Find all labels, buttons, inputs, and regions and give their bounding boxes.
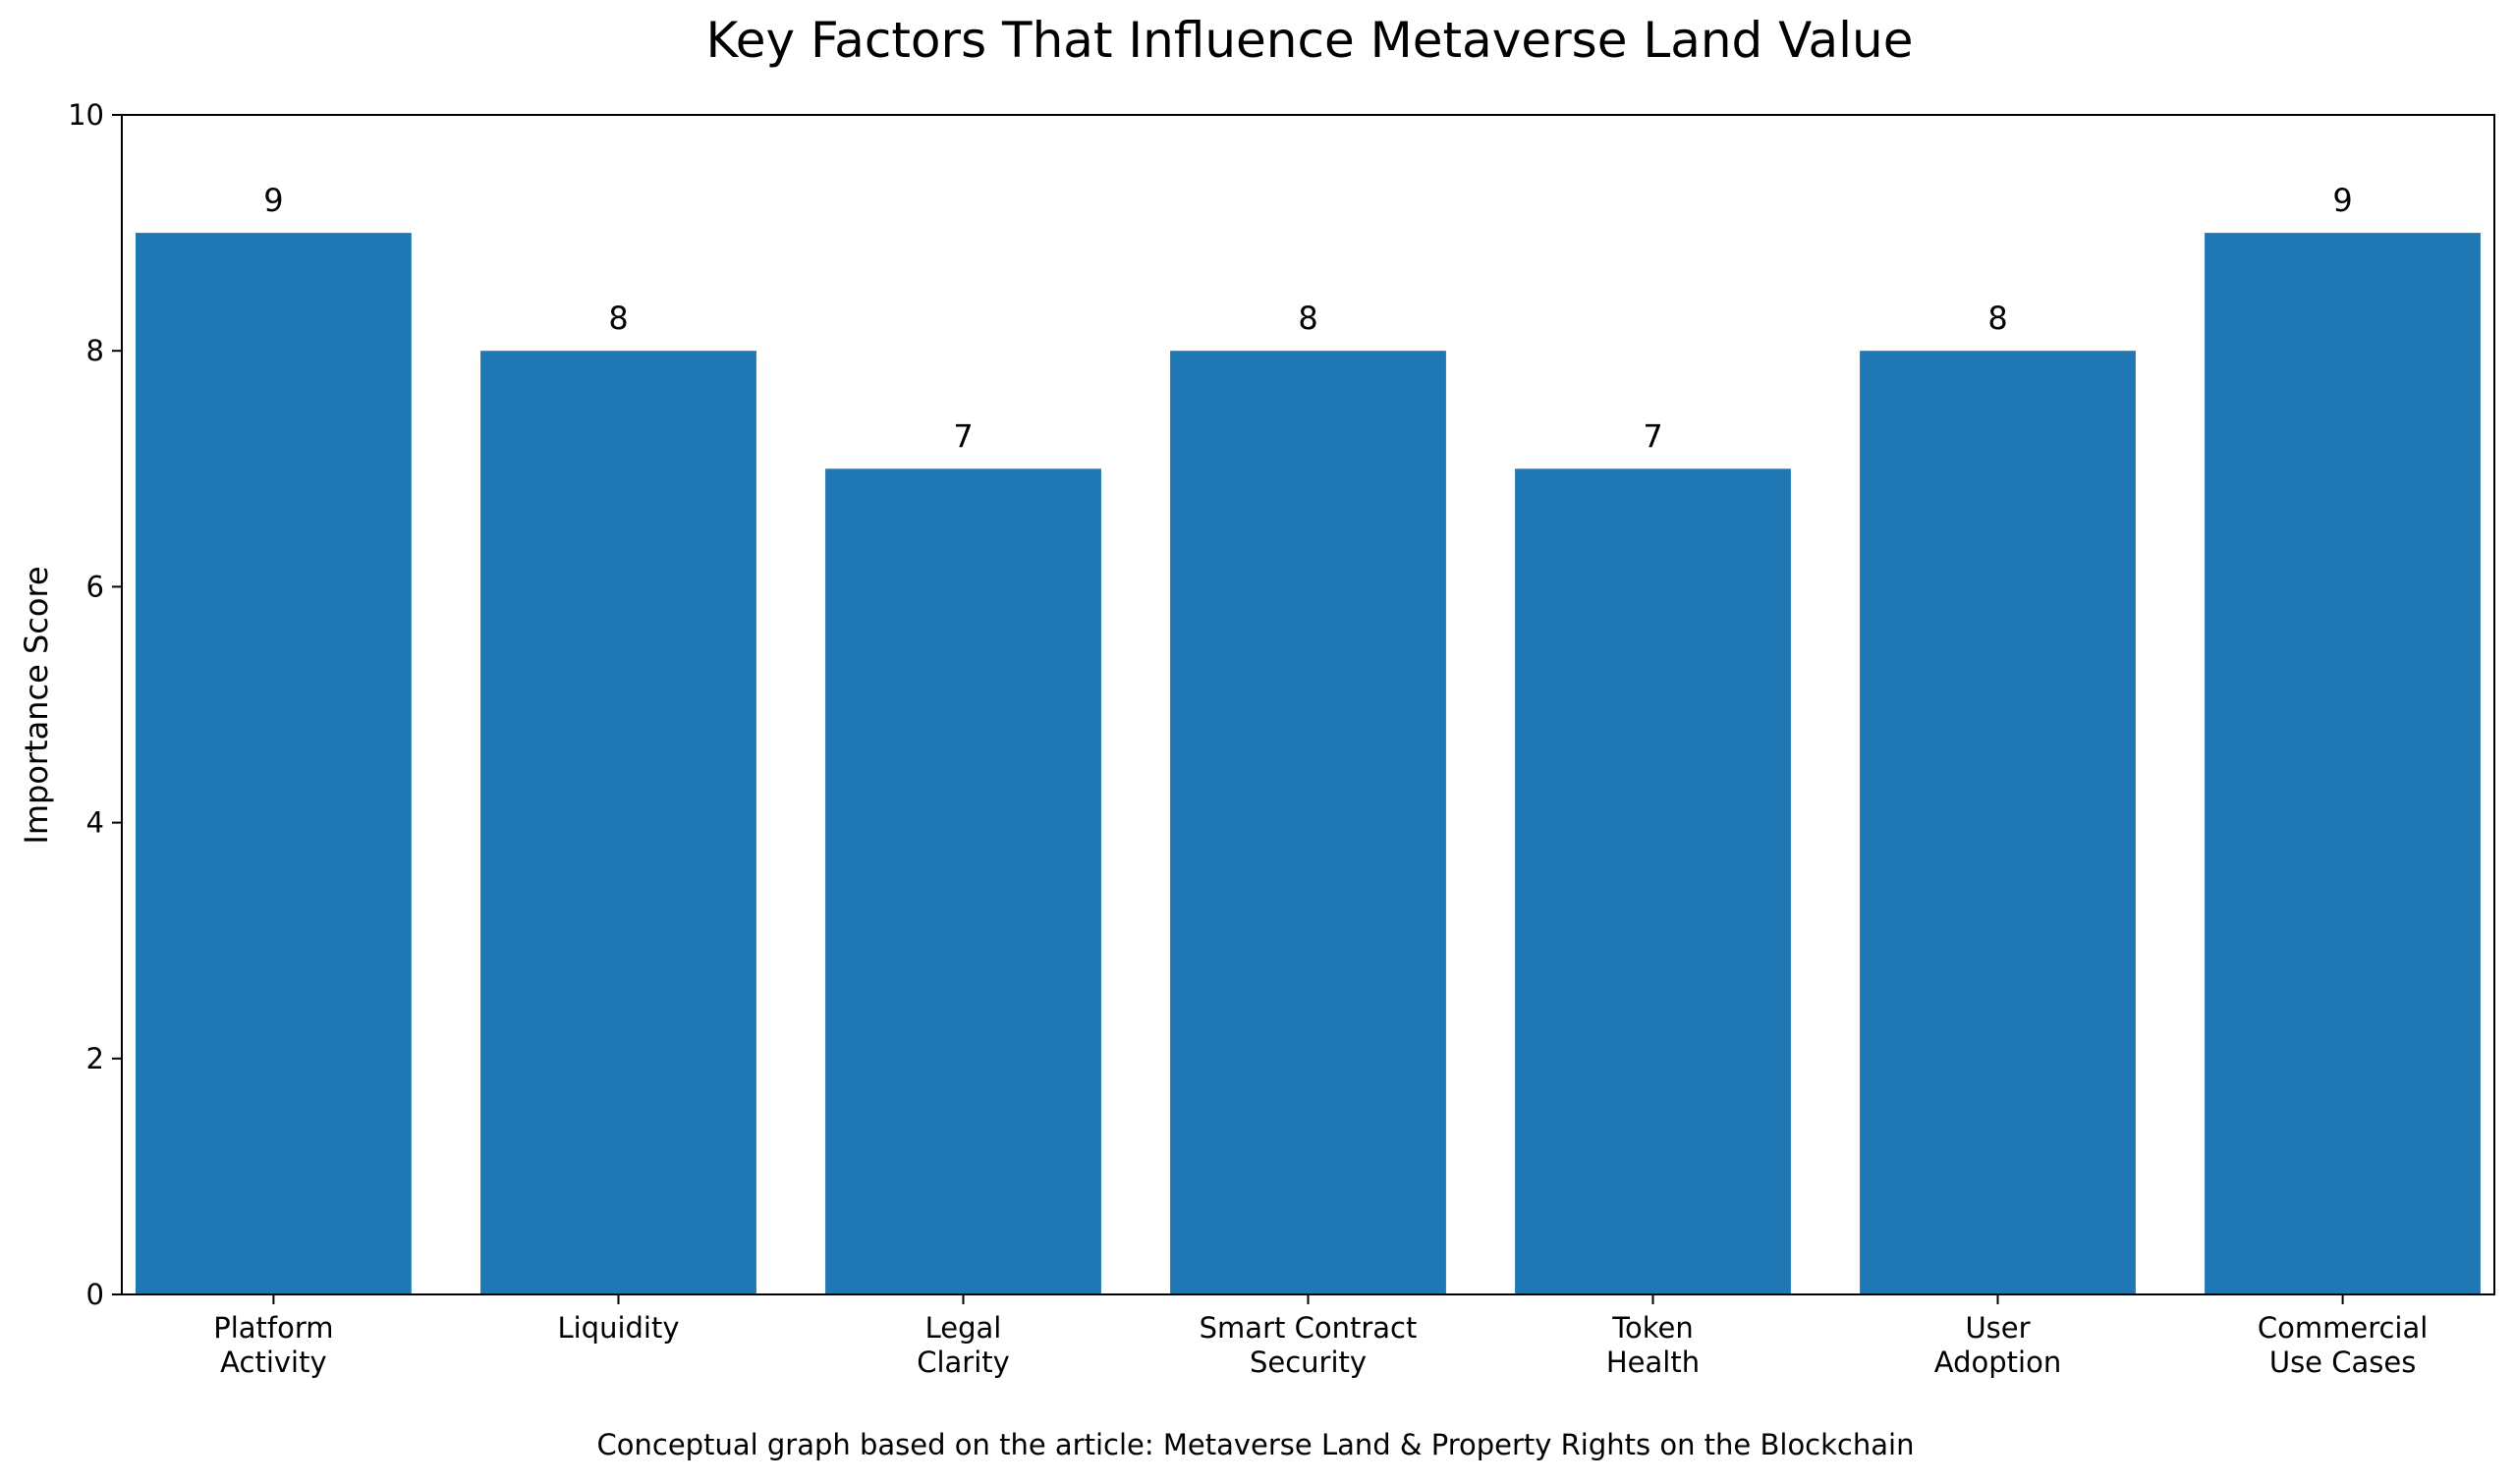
y-tick-label-1: 2	[86, 1042, 104, 1075]
data-label-4: 7	[1643, 417, 1662, 455]
data-label-0: 9	[263, 182, 283, 219]
bar-3	[1170, 351, 1446, 1294]
y-tick-label-5: 10	[68, 98, 104, 132]
x-tick-label-1: Liquidity	[557, 1311, 679, 1345]
value-labels-group: 9 8 7 8 7 8 9	[263, 182, 2353, 455]
data-label-5: 8	[1987, 300, 2007, 337]
x-tick-label-2: Legal Clarity	[917, 1311, 1010, 1379]
x-tick-label-5: User Adoption	[1934, 1311, 2061, 1379]
bar-1	[480, 351, 756, 1294]
bar-0	[136, 233, 412, 1295]
data-label-1: 8	[608, 300, 628, 337]
y-tick-label-0: 0	[86, 1278, 104, 1311]
x-tick-label-4: Token Health	[1606, 1311, 1700, 1379]
bar-2	[825, 468, 1101, 1294]
chart-caption: Conceptual graph based on the article: M…	[597, 1428, 1915, 1461]
plot-frame	[121, 114, 2495, 1295]
y-ticks-group: 0 2 4 6 8 10	[68, 98, 122, 1311]
chart-title: Key Factors That Influence Metaverse Lan…	[705, 12, 1913, 69]
bar-4	[1515, 468, 1791, 1294]
data-label-3: 8	[1298, 300, 1317, 337]
data-label-2: 7	[953, 417, 973, 455]
x-tick-label-3: Smart Contract Security	[1200, 1311, 1418, 1379]
x-tick-label-6: Commercial Use Cases	[2258, 1311, 2428, 1379]
bar-6	[2205, 233, 2481, 1295]
x-ticks-group: Platform Activity Liquidity Legal Clarity Sma…	[213, 1294, 2428, 1379]
bars-group	[136, 233, 2481, 1295]
x-tick-label-0: Platform Activity	[213, 1311, 333, 1379]
y-axis-label: Importance Score	[18, 566, 55, 844]
y-tick-label-3: 6	[86, 570, 104, 603]
y-tick-label-2: 4	[86, 806, 104, 840]
data-label-6: 9	[2332, 182, 2352, 219]
bar-5	[1860, 351, 2136, 1294]
y-tick-label-4: 8	[86, 334, 104, 367]
